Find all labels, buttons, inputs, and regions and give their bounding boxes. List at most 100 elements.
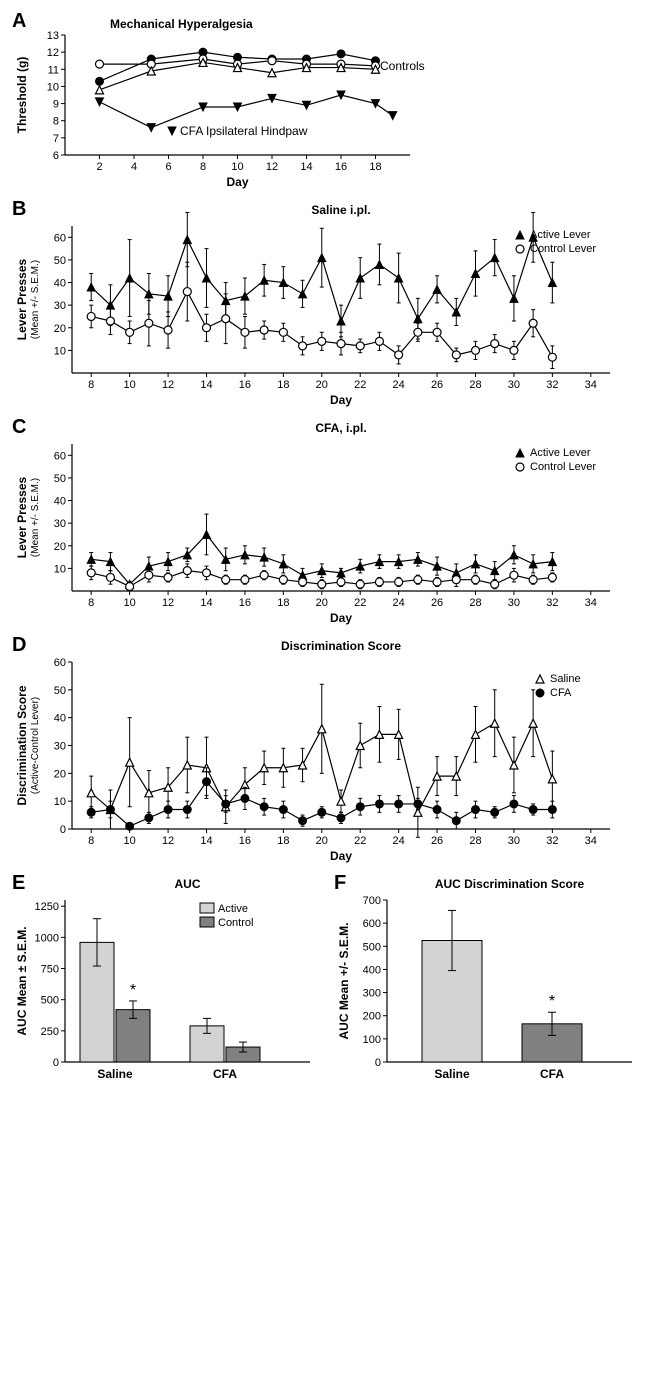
svg-text:Control Lever: Control Lever [530,461,596,473]
svg-text:8: 8 [88,597,94,609]
svg-text:16: 16 [239,597,251,609]
svg-text:34: 34 [585,379,597,391]
svg-text:AUC: AUC [175,877,201,891]
svg-text:10: 10 [54,796,66,808]
svg-text:10: 10 [124,835,136,847]
svg-text:34: 34 [585,597,597,609]
svg-text:30: 30 [508,379,520,391]
svg-text:Saline: Saline [434,1067,470,1081]
svg-text:100: 100 [363,1034,381,1046]
svg-text:50: 50 [54,473,66,485]
svg-text:*: * [130,982,136,999]
svg-text:300: 300 [363,988,381,1000]
svg-text:4: 4 [131,161,137,173]
svg-text:Active Lever: Active Lever [530,229,591,241]
svg-text:8: 8 [88,835,94,847]
svg-text:10: 10 [124,597,136,609]
svg-text:1000: 1000 [35,932,59,944]
svg-text:Saline i.pl.: Saline i.pl. [311,203,370,217]
svg-text:8: 8 [53,116,59,128]
svg-text:9: 9 [53,99,59,111]
svg-text:Control Lever: Control Lever [530,243,596,255]
svg-text:10: 10 [231,161,243,173]
panel-a-chart: 67891011121324681012141618Threshold (g)D… [10,10,430,190]
svg-text:50: 50 [54,255,66,267]
bottom-row: E AUC025050075010001250AUC Mean ± S.E.M.… [10,872,644,1100]
svg-text:60: 60 [54,232,66,244]
panel-f-chart: AUC Discrimination Score0100200300400500… [332,872,642,1092]
svg-text:30: 30 [508,597,520,609]
svg-text:16: 16 [239,379,251,391]
svg-text:CFA, i.pl.: CFA, i.pl. [315,421,366,435]
svg-text:10: 10 [47,81,59,93]
svg-text:18: 18 [277,597,289,609]
svg-text:60: 60 [54,657,66,669]
svg-text:32: 32 [546,835,558,847]
svg-text:CFA: CFA [550,687,572,699]
svg-text:Active: Active [218,903,248,915]
svg-text:Saline: Saline [97,1067,133,1081]
svg-text:24: 24 [393,597,405,609]
svg-text:500: 500 [41,995,59,1007]
svg-text:12: 12 [266,161,278,173]
svg-text:20: 20 [316,835,328,847]
svg-text:Control: Control [218,917,253,929]
svg-text:26: 26 [431,597,443,609]
panel-f: F AUC Discrimination Score01002003004005… [332,872,644,1092]
svg-text:26: 26 [431,379,443,391]
svg-text:12: 12 [162,597,174,609]
svg-text:14: 14 [200,379,212,391]
svg-text:12: 12 [162,835,174,847]
svg-text:AUC Mean +/- S.E.M.: AUC Mean +/- S.E.M. [337,922,351,1039]
svg-text:14: 14 [200,597,212,609]
svg-text:Lever Presses: Lever Presses [15,476,29,558]
svg-text:10: 10 [54,345,66,357]
panel-e-chart: AUC025050075010001250AUC Mean ± S.E.M.*S… [10,872,320,1092]
svg-text:0: 0 [375,1057,381,1069]
svg-text:20: 20 [54,768,66,780]
svg-text:12: 12 [162,379,174,391]
svg-text:Saline: Saline [550,673,581,685]
svg-text:22: 22 [354,835,366,847]
panel-d-label: D [12,634,26,657]
svg-text:16: 16 [335,161,347,173]
svg-text:Lever Presses: Lever Presses [15,258,29,340]
svg-text:600: 600 [363,918,381,930]
svg-text:12: 12 [47,47,59,59]
svg-text:18: 18 [369,161,381,173]
svg-text:20: 20 [54,541,66,553]
panel-e-label: E [12,872,25,895]
svg-text:22: 22 [354,597,366,609]
svg-text:28: 28 [469,835,481,847]
svg-text:24: 24 [393,379,405,391]
panel-b-chart: Saline i.pl.1020304050608101214161820222… [10,198,630,408]
svg-text:(Mean +/- S.E.M.): (Mean +/- S.E.M.) [30,260,41,339]
svg-text:AUC Mean ± S.E.M.: AUC Mean ± S.E.M. [15,926,29,1035]
svg-text:Day: Day [226,175,248,189]
svg-text:22: 22 [354,379,366,391]
svg-text:CFA: CFA [540,1067,564,1081]
svg-text:750: 750 [41,964,59,976]
svg-text:0: 0 [60,824,66,836]
svg-text:20: 20 [316,379,328,391]
svg-text:32: 32 [546,379,558,391]
svg-text:(Active-Control Lever): (Active-Control Lever) [30,697,41,794]
panel-f-label: F [334,872,346,895]
svg-text:CFA: CFA [213,1067,237,1081]
svg-text:18: 18 [277,379,289,391]
svg-text:CFA Ipsilateral Hindpaw: CFA Ipsilateral Hindpaw [180,124,308,138]
svg-text:200: 200 [363,1011,381,1023]
svg-text:400: 400 [363,964,381,976]
panel-b-label: B [12,198,26,221]
svg-text:8: 8 [200,161,206,173]
svg-text:*: * [549,993,555,1010]
svg-text:20: 20 [54,323,66,335]
svg-text:30: 30 [508,835,520,847]
panel-a: A 67891011121324681012141618Threshold (g… [10,10,644,190]
panel-a-label: A [12,10,26,33]
svg-text:Day: Day [330,393,352,407]
svg-text:16: 16 [239,835,251,847]
svg-text:24: 24 [393,835,405,847]
svg-text:Discrimination Score: Discrimination Score [281,639,401,653]
panel-b: B Saline i.pl.10203040506081012141618202… [10,198,644,408]
